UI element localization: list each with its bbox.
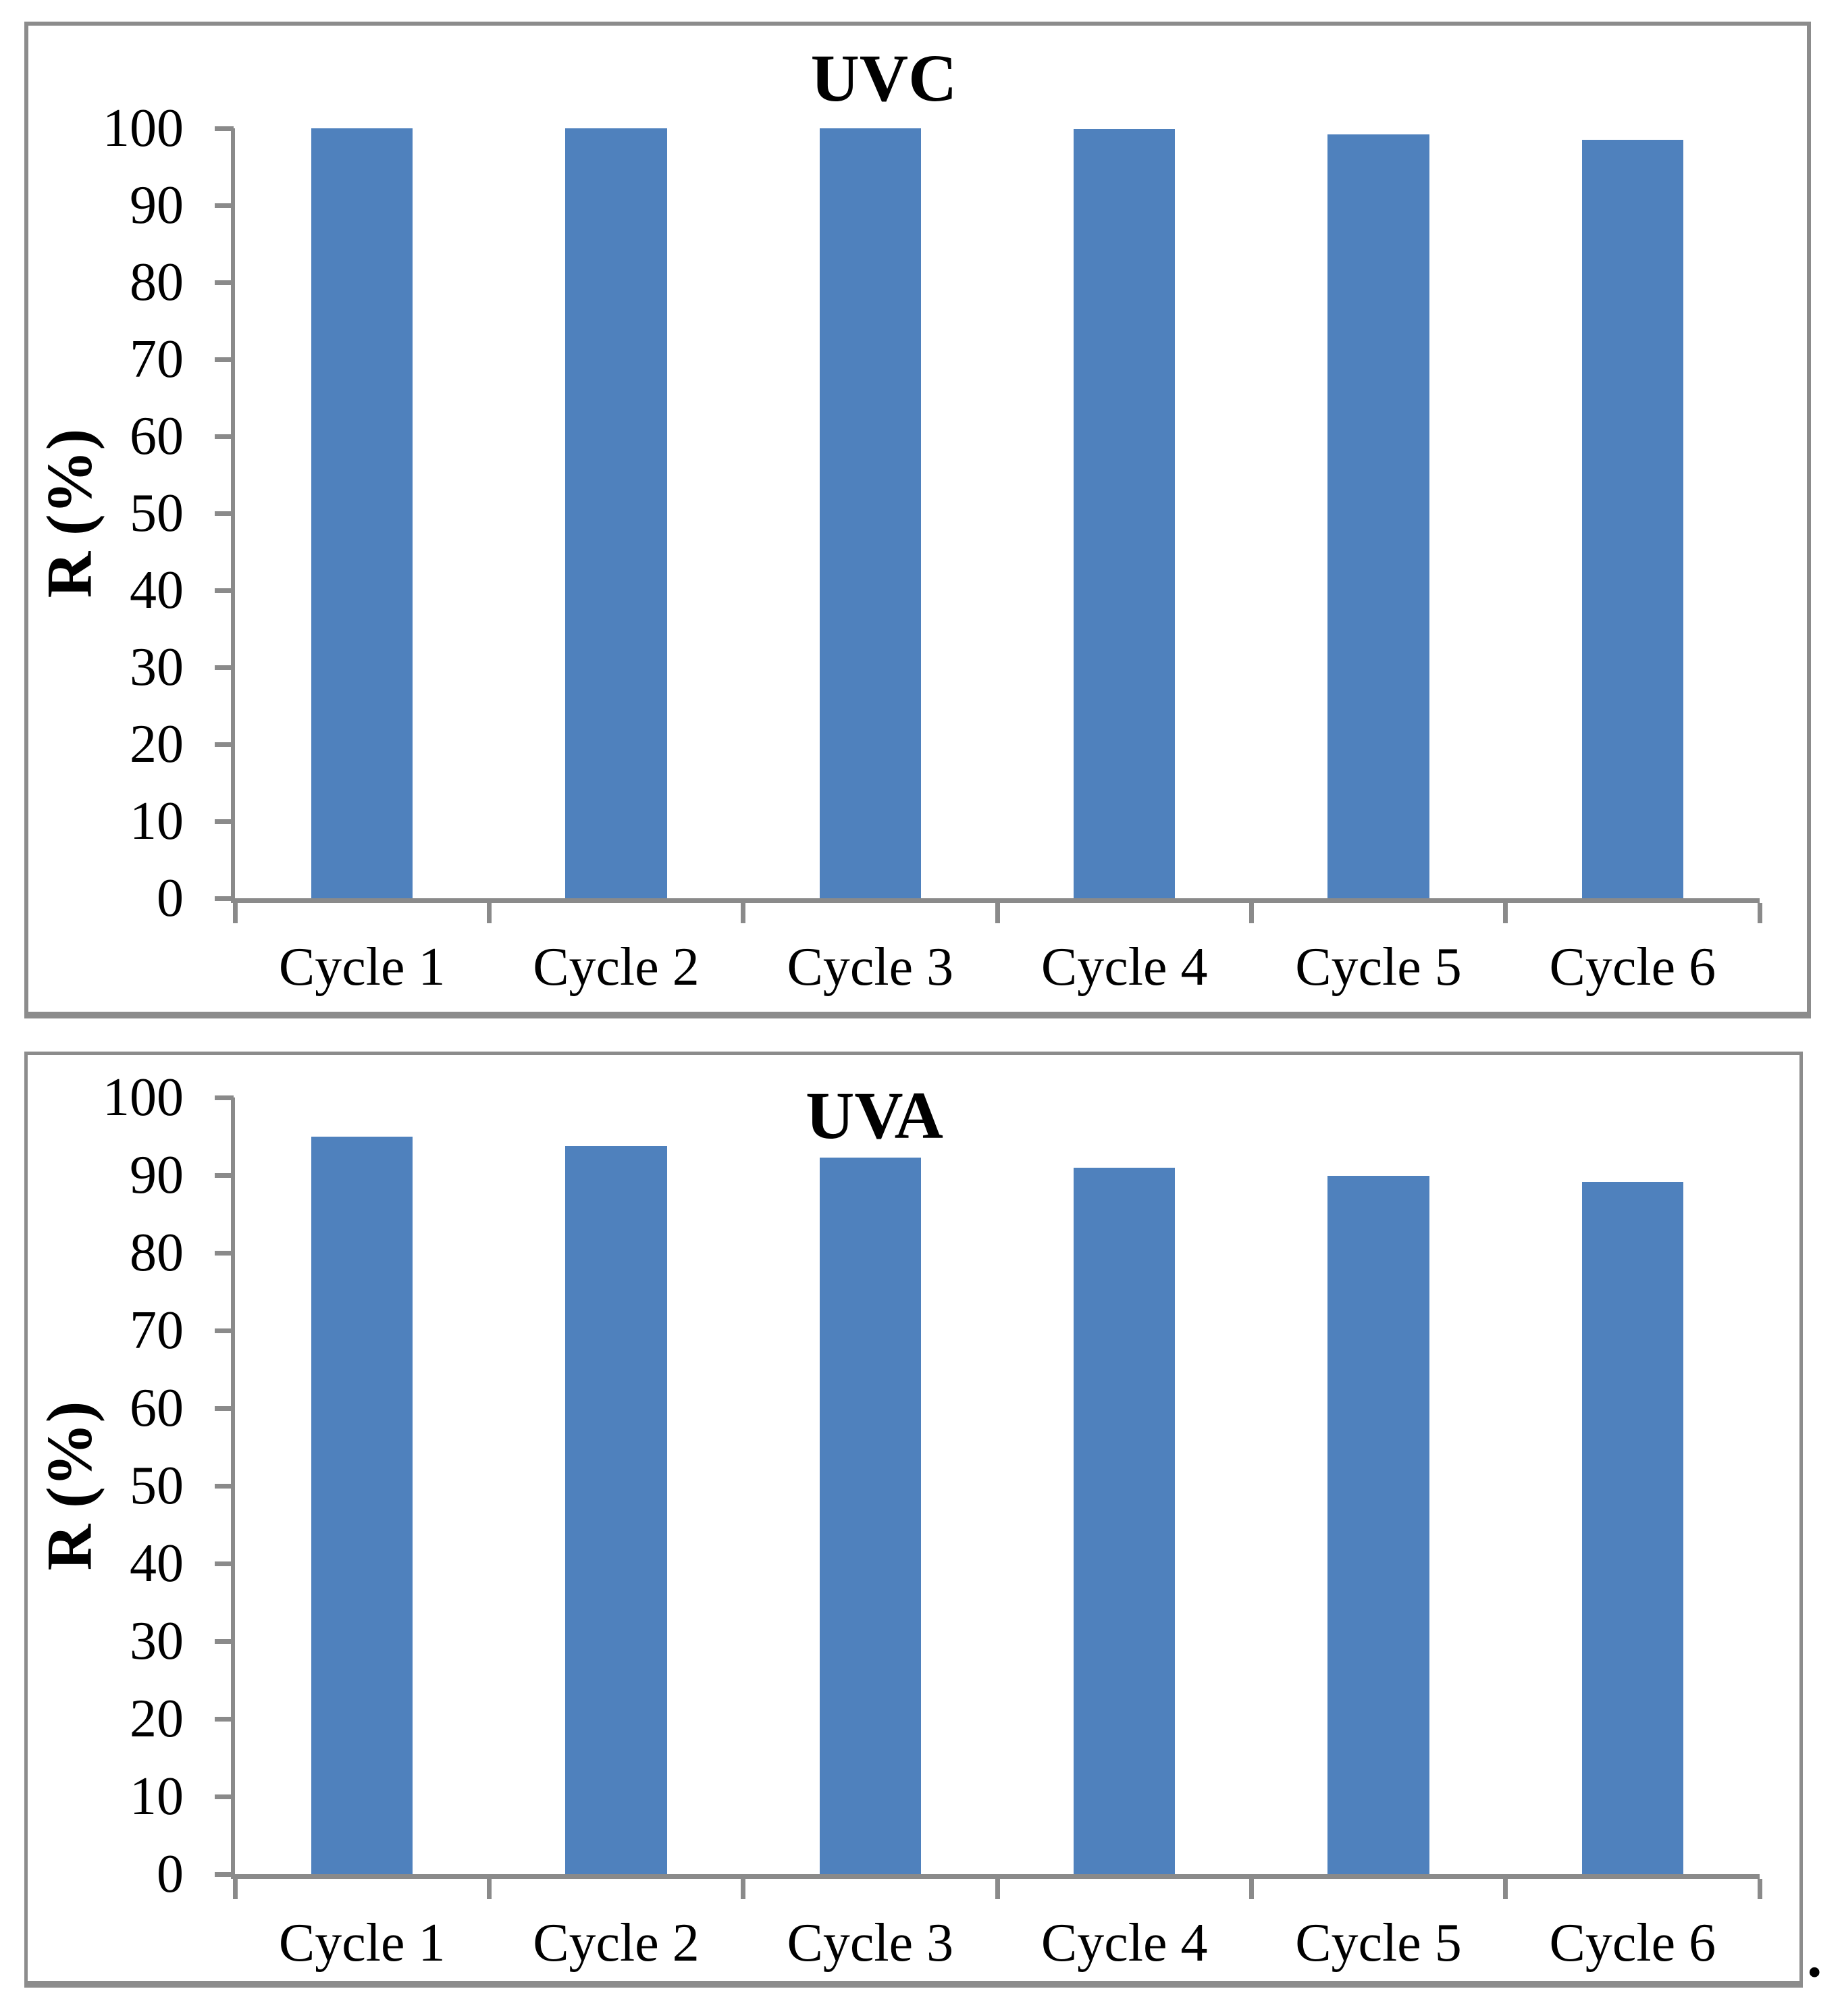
y-axis-tick-label: 80 bbox=[130, 253, 184, 312]
y-axis-tick bbox=[215, 1561, 234, 1566]
uva-plot-area: R (%) 0 10 20 30 40 50 60 70 80 90 100 Cycle 1 Cycle… bbox=[34, 1070, 1762, 1970]
x-axis-tick bbox=[995, 1879, 1000, 1899]
x-axis-tick bbox=[1248, 903, 1254, 923]
y-axis-tick-label: 100 bbox=[103, 1068, 184, 1127]
bar-cycle-4 bbox=[1073, 1167, 1176, 1874]
y-axis-tick-label: 50 bbox=[130, 484, 184, 543]
y-axis-tick bbox=[215, 1794, 234, 1799]
uvc-chart-title: UVC bbox=[810, 41, 957, 115]
y-axis-tick-label: 100 bbox=[103, 99, 184, 158]
bar-cycle-4 bbox=[1073, 129, 1176, 898]
y-axis-tick bbox=[215, 434, 234, 439]
y-axis-tick-label: 0 bbox=[157, 869, 184, 928]
y-axis-tick-label: 40 bbox=[130, 561, 184, 620]
category-label: Cycle 1 bbox=[278, 937, 446, 997]
y-axis-tick-label: 0 bbox=[157, 1844, 184, 1904]
y-axis-tick bbox=[215, 1172, 234, 1178]
y-axis-tick bbox=[215, 1638, 234, 1644]
y-axis-tick bbox=[215, 665, 234, 670]
y-axis-tick-label: 20 bbox=[130, 715, 184, 774]
uvc-plot-area: R (%) 0 10 20 30 40 50 60 70 80 90 100 Cycle 1 Cycle… bbox=[34, 101, 1762, 994]
x-axis-tick bbox=[741, 903, 746, 923]
y-axis-tick-label: 30 bbox=[130, 1611, 184, 1671]
y-axis-tick bbox=[215, 1095, 234, 1100]
y-axis-tick-label: 10 bbox=[130, 1767, 184, 1826]
category-label: Cycle 3 bbox=[787, 937, 954, 997]
y-axis-tick-label: 20 bbox=[130, 1689, 184, 1749]
bar-cycle-2 bbox=[565, 1146, 667, 1874]
y-axis-tick bbox=[215, 742, 234, 747]
y-axis-tick bbox=[215, 1250, 234, 1256]
x-axis-tick bbox=[232, 1879, 238, 1899]
bar-cycle-3 bbox=[819, 128, 922, 898]
y-axis-tick-label: 50 bbox=[130, 1456, 184, 1516]
category-label: Cycle 1 bbox=[278, 1913, 446, 1973]
x-axis-tick bbox=[1757, 1879, 1762, 1899]
bar-cycle-6 bbox=[1581, 140, 1684, 898]
y-axis-tick bbox=[215, 588, 234, 593]
x-axis-tick bbox=[1248, 1879, 1254, 1899]
category-label: Cycle 6 bbox=[1549, 1913, 1716, 1973]
y-axis-tick-label: 70 bbox=[130, 330, 184, 389]
bar-cycle-1 bbox=[311, 128, 413, 898]
x-axis-tick bbox=[232, 903, 238, 923]
y-axis-tick bbox=[215, 1716, 234, 1722]
y-axis-tick-label: 70 bbox=[130, 1301, 184, 1360]
uva-chart-title: UVA bbox=[806, 1078, 943, 1153]
y-axis-tick bbox=[215, 1328, 234, 1333]
category-label: Cycle 5 bbox=[1295, 937, 1462, 997]
bar-cycle-5 bbox=[1327, 134, 1429, 898]
category-label: Cycle 6 bbox=[1549, 937, 1716, 997]
bar-cycle-5 bbox=[1327, 1176, 1429, 1874]
x-axis-tick bbox=[486, 1879, 492, 1899]
y-axis-tick bbox=[215, 126, 234, 131]
caption-period: . bbox=[1807, 1923, 1822, 1990]
category-label: Cycle 2 bbox=[533, 1913, 700, 1973]
y-axis-tick bbox=[215, 1483, 234, 1489]
category-label: Cycle 5 bbox=[1295, 1913, 1462, 1973]
category-label: Cycle 4 bbox=[1041, 1913, 1208, 1973]
bar-cycle-2 bbox=[565, 128, 667, 898]
bar-cycle-3 bbox=[819, 1157, 922, 1874]
y-axis-tick-label: 10 bbox=[130, 792, 184, 851]
y-axis-tick bbox=[215, 896, 234, 901]
y-axis-tick-label: 90 bbox=[130, 176, 184, 235]
y-axis-tick-label: 80 bbox=[130, 1223, 184, 1283]
x-axis-tick bbox=[1503, 903, 1508, 923]
category-label: Cycle 2 bbox=[533, 937, 700, 997]
x-axis-tick bbox=[995, 903, 1000, 923]
category-label: Cycle 4 bbox=[1041, 937, 1208, 997]
x-axis-tick bbox=[486, 903, 492, 923]
y-axis-tick bbox=[215, 203, 234, 208]
y-axis-tick bbox=[215, 1871, 234, 1877]
x-axis-tick bbox=[1757, 903, 1762, 923]
y-axis-tick bbox=[215, 280, 234, 285]
y-axis-tick-label: 60 bbox=[130, 407, 184, 466]
x-axis-tick bbox=[741, 1879, 746, 1899]
y-axis-tick bbox=[215, 1405, 234, 1411]
category-label: Cycle 3 bbox=[787, 1913, 954, 1973]
y-axis-tick bbox=[215, 511, 234, 516]
x-axis-tick bbox=[1503, 1879, 1508, 1899]
y-axis-tick-label: 40 bbox=[130, 1534, 184, 1593]
bar-cycle-1 bbox=[311, 1136, 413, 1874]
y-axis-tick-label: 60 bbox=[130, 1378, 184, 1438]
y-axis-tick bbox=[215, 357, 234, 362]
y-axis-tick-label: 30 bbox=[130, 638, 184, 697]
bar-cycle-6 bbox=[1581, 1182, 1684, 1874]
y-axis-tick-label: 90 bbox=[130, 1145, 184, 1205]
y-axis-tick bbox=[215, 819, 234, 824]
